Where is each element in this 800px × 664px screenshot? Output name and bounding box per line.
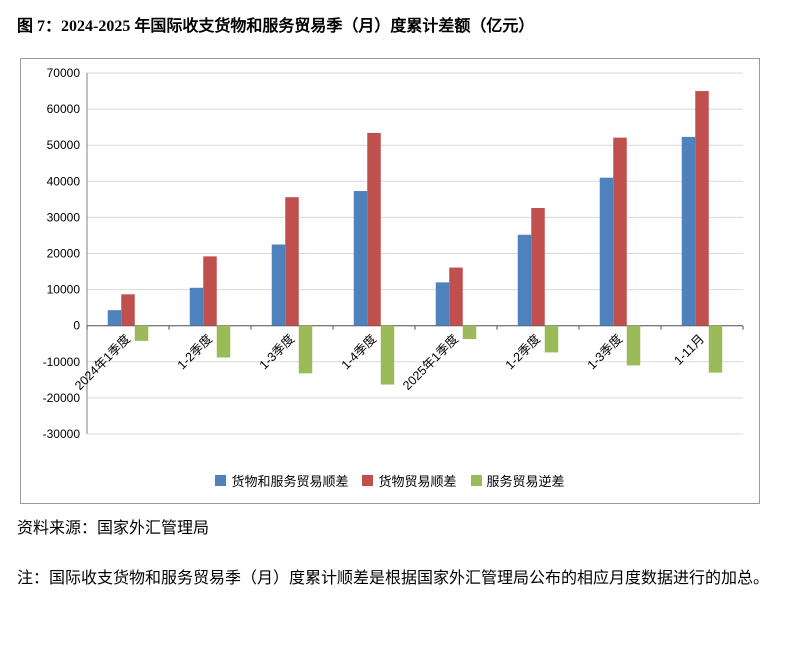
x-axis-category-label: 1-11月 xyxy=(671,332,707,368)
bar-s1-c0 xyxy=(121,294,135,326)
bar-s1-c7 xyxy=(695,91,709,326)
x-axis-category-label: 1-4季度 xyxy=(338,331,379,372)
x-axis-category-label: 1-2季度 xyxy=(502,331,543,372)
data-source-note: 资料来源：国家外汇管理局 xyxy=(17,520,210,537)
x-axis-category-label: 1-3季度 xyxy=(256,331,297,372)
bar-s2-c2 xyxy=(298,325,313,374)
x-axis-category-label: 1-2季度 xyxy=(174,331,215,372)
legend-swatch xyxy=(470,474,482,486)
bar-s1-c1 xyxy=(203,256,217,326)
y-axis-tick-label: 20000 xyxy=(47,247,81,261)
x-axis-category-label: 1-3季度 xyxy=(584,331,625,372)
y-axis-tick-label: 10000 xyxy=(47,283,81,297)
y-axis-tick-label: 50000 xyxy=(47,138,81,152)
legend-swatch xyxy=(362,474,374,486)
y-axis-tick-label: 60000 xyxy=(47,102,81,116)
legend-item: 服务贸易逆差 xyxy=(470,471,565,490)
bar-s1-c3 xyxy=(367,132,381,326)
bar-s2-c3 xyxy=(380,325,395,385)
bar-s2-c7 xyxy=(708,325,723,373)
chart-legend: 货物和服务贸易顺差 货物贸易顺差 服务贸易逆差 xyxy=(21,457,759,503)
y-axis-tick-label: -20000 xyxy=(43,391,81,405)
bar-chart-svg: -30000 -20000 -10000 0 10000 20000 30000 40000 5… xyxy=(43,66,744,441)
bar-s1-c6 xyxy=(613,137,627,326)
bar-s1-c2 xyxy=(285,197,299,326)
y-axis-tick-label: 30000 xyxy=(47,210,81,224)
bar-s2-c5 xyxy=(544,325,559,353)
bar-s2-c0 xyxy=(134,325,149,341)
bar-s0-c1 xyxy=(189,287,204,326)
bar-s1-c4 xyxy=(449,267,463,326)
legend-item: 货物和服务贸易顺差 xyxy=(215,471,348,490)
legend-item: 货物贸易顺差 xyxy=(362,471,457,490)
legend-label: 服务贸易逆差 xyxy=(486,473,565,489)
legend-label: 货物和服务贸易顺差 xyxy=(231,473,349,489)
y-axis-tick-label: 70000 xyxy=(47,66,81,80)
chart-container: -30000 -20000 -10000 0 10000 20000 30000 40000 5… xyxy=(20,58,760,504)
bar-s2-c4 xyxy=(462,325,477,340)
bar-s2-c1 xyxy=(216,325,231,358)
bar-s0-c0 xyxy=(107,310,122,326)
y-axis-tick-label: -30000 xyxy=(43,427,81,441)
bar-s0-c7 xyxy=(681,136,696,326)
bar-s2-c6 xyxy=(626,325,641,366)
bar-s0-c5 xyxy=(517,234,532,326)
y-axis-tick-label: 0 xyxy=(73,319,80,333)
bar-s0-c3 xyxy=(353,191,368,326)
y-axis-tick-label: 40000 xyxy=(47,174,81,188)
bar-s0-c4 xyxy=(435,282,450,326)
bar-s0-c6 xyxy=(599,177,614,326)
legend-swatch xyxy=(215,474,227,486)
footnote: 注：国际收支货物和服务贸易季（月）度累计顺差是根据国家外汇管理局公布的相应月度数… xyxy=(17,570,770,587)
legend-label: 货物贸易顺差 xyxy=(378,473,457,489)
bar-s0-c2 xyxy=(271,244,286,326)
figure-title: 图 7：2024-2025 年国际收支货物和服务贸易季（月）度累计差额（亿元） xyxy=(17,18,535,35)
bar-s1-c5 xyxy=(531,208,545,326)
y-axis-tick-label: -10000 xyxy=(43,355,81,369)
